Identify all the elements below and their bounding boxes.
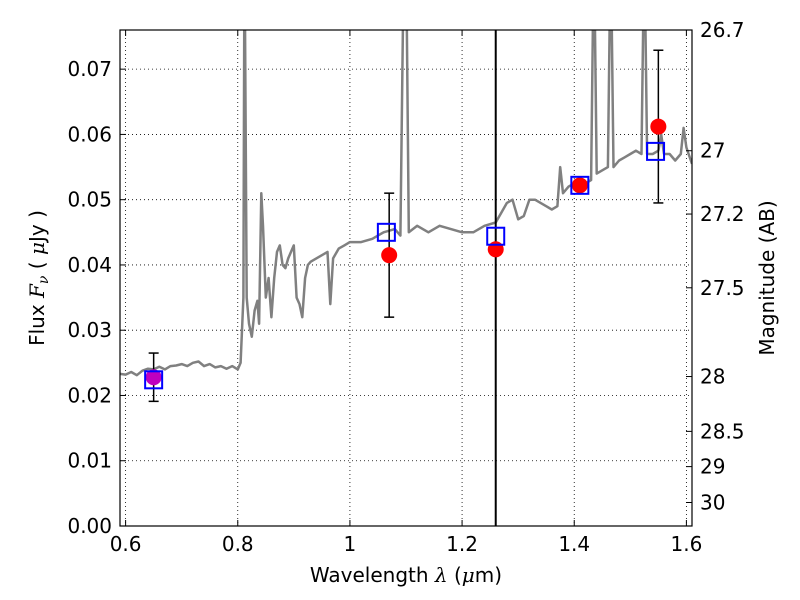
y-tick-label: 0.02 [67,383,112,407]
observed-point [650,118,667,135]
error-bars [148,49,664,403]
x-tick-label: 0.6 [110,532,142,556]
y2-axis-label: Magnitude (AB) [755,200,779,355]
y-tick-label: 0.01 [67,449,112,473]
y-tick-label: 0.06 [67,122,112,146]
model-point [144,370,164,390]
grid [120,30,692,526]
y2-tick-label: 27.5 [700,276,745,300]
y2-tick-label: 30 [700,491,725,515]
y-tick-label: 0.03 [67,318,112,342]
x-tick-label: 1.6 [670,532,702,556]
x-axis-label: Wavelength λ (μm) [310,563,502,587]
model-point [376,222,396,242]
y2-tick-label: 28.5 [700,419,745,443]
model-point [486,226,506,246]
y2-tick-label: 27.2 [700,202,745,226]
x-axis: 0.6 0.8 1 1.2 1.4 1.6 [110,30,702,556]
y2-tick-label: 27 [700,139,725,163]
model-point [570,175,590,195]
x-tick-label: 0.8 [222,532,254,556]
plot-frame [119,29,693,527]
y2-tick-label: 29 [700,455,725,479]
y-tick-label: 0.07 [67,57,112,81]
spectrum-line [120,30,692,377]
x-tick-label: 1.4 [558,532,590,556]
y-tick-label: 0.04 [67,253,112,277]
y2-tick-label: 26.7 [700,18,745,42]
observed-point [145,369,162,386]
y-axis-label: Flux Fν ( μJy ) [25,210,52,346]
y-axis: 0.00 0.01 0.02 0.03 0.04 0.05 0.06 0.07 [67,57,126,538]
x-tick-label: 1.2 [446,532,478,556]
model-points [144,141,666,390]
observed-points [145,118,667,386]
y2-tick-label: 28 [700,365,725,389]
y-tick-label: 0.00 [67,514,112,538]
x-tick-label: 1 [344,532,357,556]
observed-point [571,177,588,194]
observed-point [487,241,504,258]
y2-axis: 26.7 27 27.2 27.5 28 28.5 29 30 [686,18,745,515]
model-point [646,141,666,161]
y-tick-label: 0.05 [67,188,112,212]
observed-point [381,247,398,264]
